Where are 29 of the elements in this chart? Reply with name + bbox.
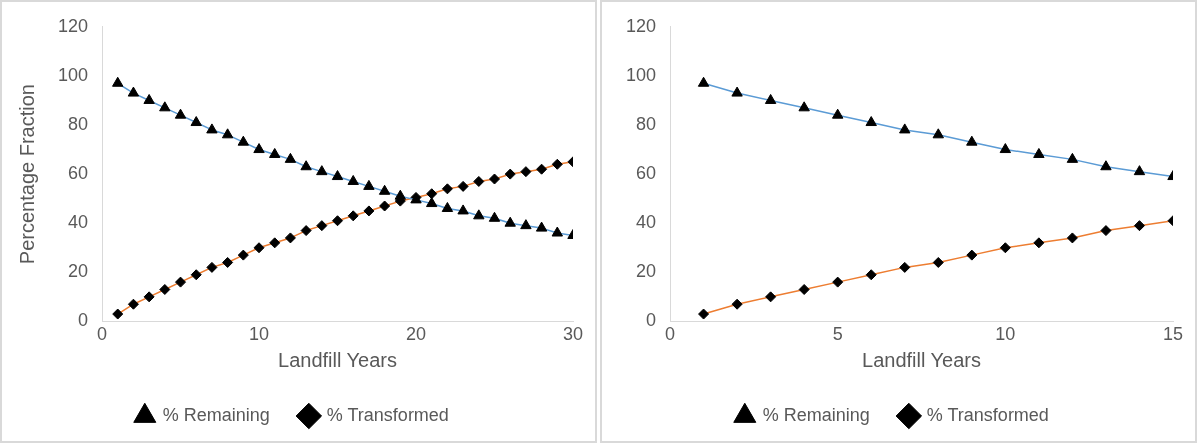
legend-label: % Remaining bbox=[162, 404, 270, 425]
x-tick-label: 5 bbox=[832, 324, 843, 345]
x-tick-label: 0 bbox=[97, 324, 108, 345]
y-tick-label: 40 bbox=[636, 212, 657, 233]
y-tick-label: 0 bbox=[78, 310, 89, 331]
x-tick-label: 30 bbox=[562, 324, 584, 345]
y-tick-label: 60 bbox=[636, 163, 657, 184]
x-axis-title: Landfill Years bbox=[862, 348, 982, 371]
y-tick-label: 0 bbox=[646, 310, 657, 331]
y-tick-label: 20 bbox=[68, 261, 89, 282]
legend-label: % Transformed bbox=[326, 404, 449, 425]
x-axis-title: Landfill Years bbox=[278, 348, 398, 371]
x-tick-label: 20 bbox=[406, 324, 427, 345]
y-tick-label: 100 bbox=[625, 64, 657, 85]
legend-label: % Remaining bbox=[762, 404, 870, 425]
x-tick-label: 10 bbox=[249, 324, 270, 345]
x-tick-label: 15 bbox=[1162, 324, 1184, 345]
y-tick-label: 80 bbox=[68, 113, 89, 134]
y-axis-title: Percentage Fraction bbox=[15, 84, 38, 265]
y-tick-label: 60 bbox=[68, 163, 89, 184]
y-tick-label: 40 bbox=[68, 212, 89, 233]
x-tick-label: 10 bbox=[995, 324, 1016, 345]
y-tick-label: 100 bbox=[57, 64, 89, 85]
x-tick-label: 0 bbox=[665, 324, 676, 345]
y-tick-label: 80 bbox=[636, 113, 657, 134]
legend-label: % Transformed bbox=[926, 404, 1049, 425]
y-tick-label: 120 bbox=[625, 15, 657, 36]
y-tick-label: 20 bbox=[636, 261, 657, 282]
y-tick-label: 120 bbox=[57, 15, 89, 36]
